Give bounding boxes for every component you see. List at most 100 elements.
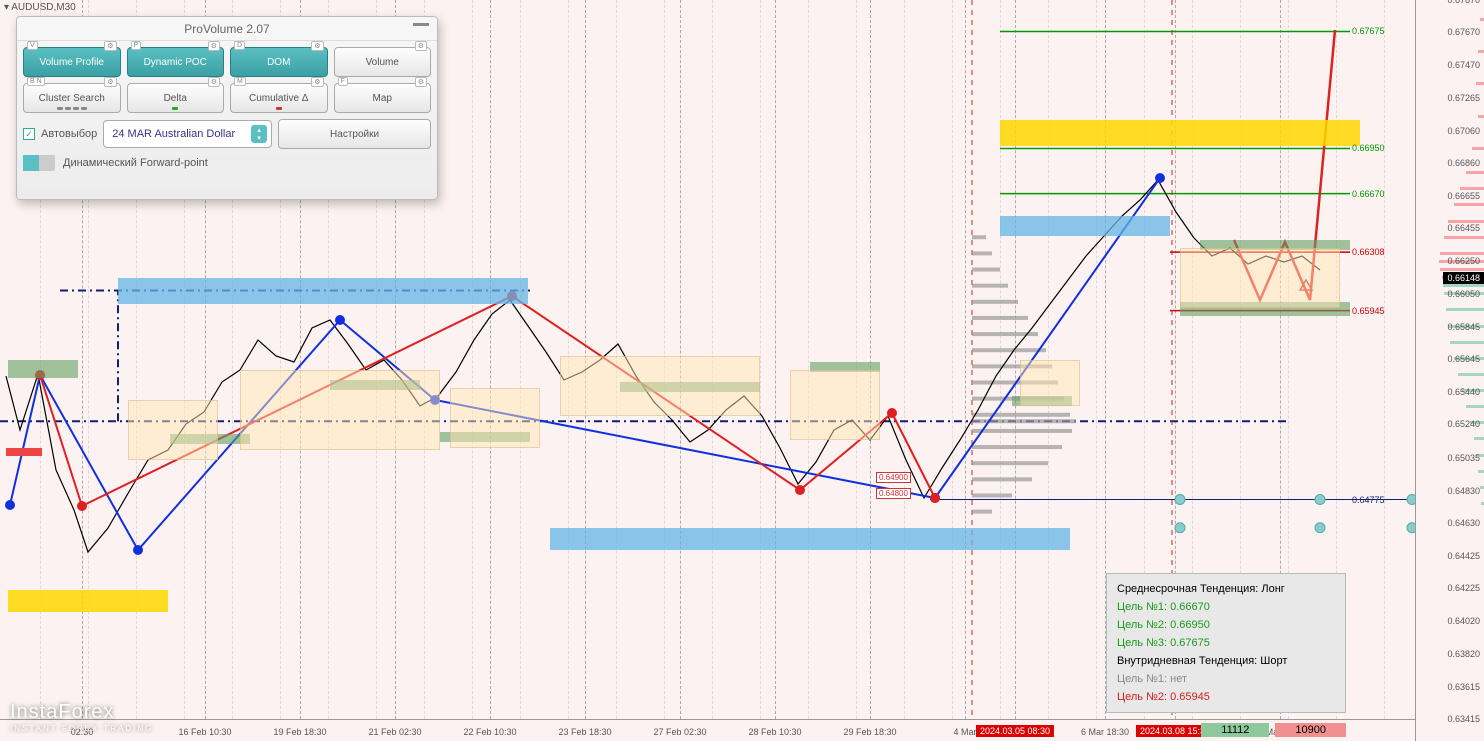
y-tick: 0.65240: [1447, 419, 1480, 429]
btn-sub: F: [338, 77, 348, 86]
y-tick: 0.65440: [1447, 387, 1480, 397]
panel-row-1: V⚙Volume ProfileP⚙Dynamic POCD⚙DOM⚙Volum…: [23, 47, 431, 77]
vol-nums: 11112 10900: [1201, 723, 1346, 737]
panel-button[interactable]: P⚙Dynamic POC: [127, 47, 225, 77]
zone: [550, 528, 1070, 550]
gear-icon[interactable]: ⚙: [104, 41, 116, 51]
zone: [1180, 248, 1340, 308]
vol-red: 10900: [1275, 723, 1346, 737]
vgrid-minor: [472, 0, 473, 719]
x-tick: 28 Feb 10:30: [748, 727, 801, 737]
zone: [118, 278, 528, 304]
forward-toggle[interactable]: [23, 155, 55, 171]
panel-button[interactable]: D⚙DOM: [230, 47, 328, 77]
y-tick: 0.63415: [1447, 714, 1480, 724]
gear-icon[interactable]: ⚙: [415, 41, 427, 51]
vgrid-minor: [1000, 0, 1001, 719]
btn-label: Cluster Search: [39, 93, 105, 104]
panel-row-3: Автовыбор 24 MAR Australian Dollar ▴▾ На…: [23, 119, 431, 149]
zone: [128, 400, 218, 460]
btn-label: Dynamic POC: [144, 57, 207, 68]
auto-label: Автовыбор: [41, 128, 97, 140]
mini-tag: 0.64900: [876, 472, 911, 483]
auto-checkbox[interactable]: [23, 128, 35, 140]
logo: InstaForex Instant Forex Trading: [10, 701, 153, 733]
panel-button[interactable]: M⚙Cumulative Δ: [230, 83, 328, 113]
vp-bar: [1466, 171, 1484, 174]
target-intra-1: Цель №1: нет: [1117, 670, 1335, 688]
y-tick: 0.64020: [1447, 616, 1480, 626]
y-axis: 0.678700.676700.674700.672650.670600.668…: [1415, 0, 1484, 741]
btn-label: DOM: [267, 57, 290, 68]
y-tick: 0.64425: [1447, 551, 1480, 561]
panel-row-4: Динамический Forward-point: [23, 155, 431, 171]
panel-button[interactable]: V⚙Volume Profile: [23, 47, 121, 77]
vp-bar: [1444, 236, 1484, 239]
zone: [8, 590, 168, 612]
x-tick: 23 Feb 18:30: [558, 727, 611, 737]
provolume-panel[interactable]: ProVolume 2.07 V⚙Volume ProfileP⚙Dynamic…: [16, 16, 438, 200]
vp-bar: [1450, 341, 1484, 344]
target-1: Цель №1: 0.66670: [1117, 598, 1335, 616]
btn-sub: M: [234, 77, 246, 86]
vp-bar: [1480, 18, 1484, 21]
price-tag: 0.64775: [1350, 495, 1387, 505]
updown-icon[interactable]: ▴▾: [251, 125, 267, 143]
gear-icon[interactable]: ⚙: [208, 41, 220, 51]
instrument-select[interactable]: 24 MAR Australian Dollar ▴▾: [103, 120, 272, 148]
btn-dots: [172, 107, 178, 110]
x-tick: 27 Feb 02:30: [653, 727, 706, 737]
y-tick: 0.65645: [1447, 354, 1480, 364]
price-tag: 0.66670: [1350, 189, 1387, 199]
vp-bar: [1474, 437, 1484, 440]
vol-green: 11112: [1201, 723, 1269, 737]
vgrid: [490, 0, 491, 719]
btn-sub: V: [27, 41, 38, 50]
gear-icon[interactable]: ⚙: [415, 77, 427, 87]
btn-dots: [276, 107, 282, 110]
y-tick: 0.65035: [1447, 453, 1480, 463]
gear-icon[interactable]: ⚙: [311, 77, 323, 87]
minimize-icon[interactable]: [413, 23, 429, 26]
vgrid-minor: [904, 0, 905, 719]
zone: [6, 448, 42, 456]
panel-button[interactable]: B N⚙Cluster Search: [23, 83, 121, 113]
btn-label: Volume: [366, 57, 399, 68]
btn-sub: D: [234, 41, 245, 50]
vp-bar: [1478, 115, 1484, 118]
gear-icon[interactable]: ⚙: [208, 77, 220, 87]
vgrid-minor: [856, 0, 857, 719]
btn-label: Delta: [164, 93, 187, 104]
target-intra-2: Цель №2: 0.65945: [1117, 688, 1335, 706]
settings-button[interactable]: Настройки: [278, 119, 431, 149]
x-tick: 6 Mar 18:30: [1081, 727, 1129, 737]
vgrid-minor: [1096, 0, 1097, 719]
y-tick: 0.66455: [1447, 223, 1480, 233]
panel-button[interactable]: F⚙Map: [334, 83, 432, 113]
gear-icon[interactable]: ⚙: [104, 77, 116, 87]
gear-icon[interactable]: ⚙: [311, 41, 323, 51]
panel-button[interactable]: ⚙Delta: [127, 83, 225, 113]
panel-button[interactable]: ⚙Volume: [334, 47, 432, 77]
vgrid-minor: [808, 0, 809, 719]
target-3: Цель №3: 0.67675: [1117, 634, 1335, 652]
price-tag: 0.66308: [1350, 247, 1387, 257]
chart-area[interactable]: AUDUSD,M30 02:3016 Feb 10:3019 Feb 18:30…: [0, 0, 1415, 741]
vp-bar: [1478, 50, 1484, 53]
y-tick-current: 0.66148: [1443, 272, 1484, 284]
mini-tag: 0.64800: [876, 488, 911, 499]
vp-bar: [1443, 284, 1484, 287]
panel-title[interactable]: ProVolume 2.07: [17, 17, 437, 41]
y-tick: 0.67470: [1447, 60, 1480, 70]
vp-bar: [1460, 187, 1484, 190]
zone: [790, 370, 880, 440]
logo-sub: Instant Forex Trading: [10, 724, 153, 733]
vgrid: [1015, 0, 1016, 719]
zone: [1020, 360, 1080, 406]
btn-sub: B N: [27, 77, 45, 86]
y-tick: 0.67870: [1447, 0, 1480, 5]
zone: [560, 356, 760, 416]
vp-bar: [1440, 252, 1484, 255]
zone: [1000, 216, 1170, 236]
y-tick: 0.66050: [1447, 289, 1480, 299]
